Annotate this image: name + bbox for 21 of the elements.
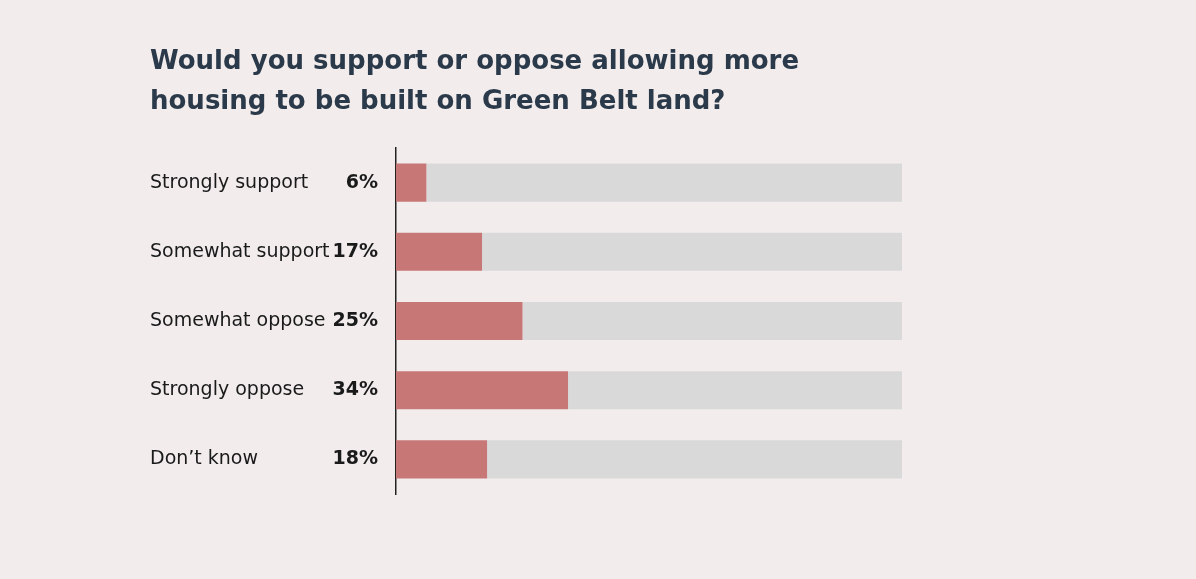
data-label: 25%	[332, 307, 378, 330]
bar	[396, 163, 427, 202]
bar	[396, 301, 523, 341]
y-tick-label: Somewhat support	[150, 238, 330, 261]
bar	[396, 232, 483, 271]
bar	[396, 440, 488, 479]
bar	[396, 371, 569, 410]
data-label: 34%	[332, 377, 378, 400]
y-tick-label: Somewhat oppose	[150, 307, 326, 330]
y-tick-label: Strongly support	[150, 169, 309, 192]
bar	[487, 440, 902, 479]
chart-title: Would you support or oppose allowing more housing to be built on Green Belt land?	[150, 44, 801, 117]
data-label: 17%	[332, 238, 378, 261]
bar	[568, 371, 902, 410]
data-label: 6%	[345, 169, 378, 192]
y-tick-label: Don’t know	[150, 446, 259, 469]
y-tick-label: Strongly oppose	[150, 377, 305, 400]
bar	[482, 232, 902, 271]
bar	[522, 301, 902, 341]
data-label: 18%	[332, 446, 378, 469]
bar	[426, 163, 902, 202]
